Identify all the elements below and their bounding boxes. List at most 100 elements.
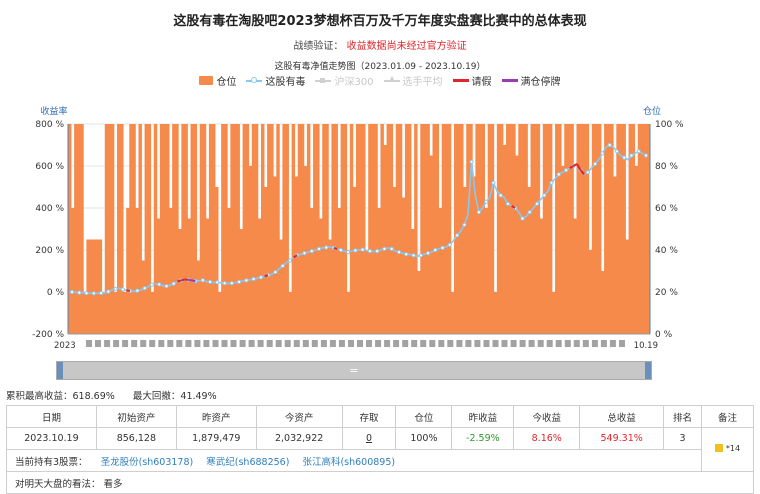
range-slider-left-handle[interactable] xyxy=(57,362,63,379)
position-bar xyxy=(110,124,115,334)
position-bar xyxy=(515,155,519,334)
page-title: 这股有毒在淘股吧2023梦想杯百万及千万年度实盘赛比赛中的总体表现 xyxy=(173,14,587,29)
position-bar xyxy=(490,124,495,334)
position-bar xyxy=(248,166,253,334)
position-bar xyxy=(352,187,357,334)
x-tick-label-crowded xyxy=(402,340,409,347)
position-bar xyxy=(613,176,617,334)
x-tick-label-crowded xyxy=(266,340,273,347)
col-header: 备注 xyxy=(701,405,754,428)
legend-item[interactable]: 沪深300 xyxy=(315,73,374,88)
position-bar xyxy=(634,166,639,334)
col-header: 排名 xyxy=(663,405,702,428)
leave-marker xyxy=(126,289,131,292)
position-bar xyxy=(457,124,461,334)
position-bar xyxy=(475,124,479,334)
position-bar xyxy=(404,124,409,334)
x-tick-label-crowded xyxy=(537,340,544,347)
position-bar xyxy=(211,124,216,334)
return-point xyxy=(346,250,351,255)
verification-line: 战绩验证： 收益数据尚未经过官方验证 xyxy=(0,37,760,52)
cell-position: 100% xyxy=(395,427,453,450)
position-bar xyxy=(303,166,308,334)
position-bar xyxy=(631,124,636,334)
legend-item[interactable]: 仓位 xyxy=(199,73,236,88)
position-bar xyxy=(398,124,403,334)
position-bar xyxy=(233,124,237,334)
holdings-label: 当前持有3股票： xyxy=(15,456,88,468)
position-bar xyxy=(371,124,375,334)
return-point xyxy=(113,286,118,291)
return-point xyxy=(556,172,561,177)
position-bar xyxy=(282,124,286,334)
x-tick-label-crowded xyxy=(212,340,219,347)
halt-marker xyxy=(191,279,196,283)
position-bar xyxy=(453,124,458,334)
x-tick-label-crowded xyxy=(275,340,282,347)
position-bar xyxy=(104,124,109,334)
range-slider[interactable]: = xyxy=(56,361,652,380)
return-point xyxy=(607,142,612,148)
return-point xyxy=(476,210,481,215)
deposit-link[interactable]: 0 xyxy=(366,433,373,444)
return-point xyxy=(367,249,372,254)
position-bar xyxy=(267,124,271,334)
legend-line-icon xyxy=(315,76,332,85)
position-bar xyxy=(251,124,256,334)
return-point xyxy=(491,180,496,185)
position-bar xyxy=(276,124,280,334)
position-bar xyxy=(169,208,173,334)
return-point xyxy=(302,251,307,256)
note-badge: *14 xyxy=(714,443,741,453)
holding-link[interactable]: 寒武纪(sh688256) xyxy=(206,456,290,468)
return-point xyxy=(77,290,82,295)
position-bar xyxy=(288,292,293,334)
x-tick-label-crowded xyxy=(239,340,246,347)
x-tick-label-crowded xyxy=(609,340,616,347)
position-bar xyxy=(502,145,507,334)
x-tick-label-crowded xyxy=(564,340,571,347)
position-bar xyxy=(141,260,145,334)
position-bar xyxy=(570,124,574,334)
return-point xyxy=(375,249,380,254)
position-bar xyxy=(126,208,130,334)
return-point xyxy=(251,276,256,282)
left-tick-label: 400 % xyxy=(35,204,64,214)
position-bar xyxy=(221,124,225,334)
position-bar xyxy=(545,124,550,334)
cell-prev-assets: 1,879,479 xyxy=(175,427,257,450)
left-tick-label: 600 % xyxy=(35,162,64,172)
range-slider-grip[interactable]: = xyxy=(349,364,359,377)
position-bar xyxy=(68,124,72,334)
note-text: *14 xyxy=(725,443,741,453)
chart-subtitle: 这股有毒净值走势图（2023.01.09 - 2023.10.19） xyxy=(274,62,486,72)
position-bar xyxy=(551,292,556,334)
position-bar xyxy=(374,124,378,334)
position-bar xyxy=(524,124,528,334)
cell-deposit[interactable]: 0 xyxy=(341,427,397,450)
legend-item[interactable]: 选手平均 xyxy=(383,73,443,88)
legend-label: 选手平均 xyxy=(402,77,443,88)
holding-link[interactable]: 张江高科(sh600895) xyxy=(302,456,396,468)
legend-item[interactable]: 请假 xyxy=(452,73,492,88)
return-point xyxy=(542,193,547,198)
return-point xyxy=(237,279,242,284)
position-bar xyxy=(300,124,305,334)
x-tick-label-crowded xyxy=(528,340,535,347)
return-point xyxy=(462,222,467,227)
holding-link[interactable]: 圣龙股份(sh603178) xyxy=(100,456,194,468)
legend-item[interactable]: 满仓停牌 xyxy=(501,73,561,88)
return-point xyxy=(149,282,154,287)
leave-marker xyxy=(180,278,185,282)
range-slider-right-handle[interactable] xyxy=(645,362,651,379)
position-bar xyxy=(227,208,231,334)
col-header: 仓位 xyxy=(395,405,453,428)
return-point xyxy=(396,250,402,255)
position-bar xyxy=(359,124,363,334)
legend-item[interactable]: 这股有毒 xyxy=(246,73,305,88)
return-point xyxy=(309,249,314,254)
position-bar xyxy=(71,208,75,334)
position-bar xyxy=(408,124,412,334)
position-bar xyxy=(429,155,433,334)
position-bar xyxy=(325,124,329,334)
